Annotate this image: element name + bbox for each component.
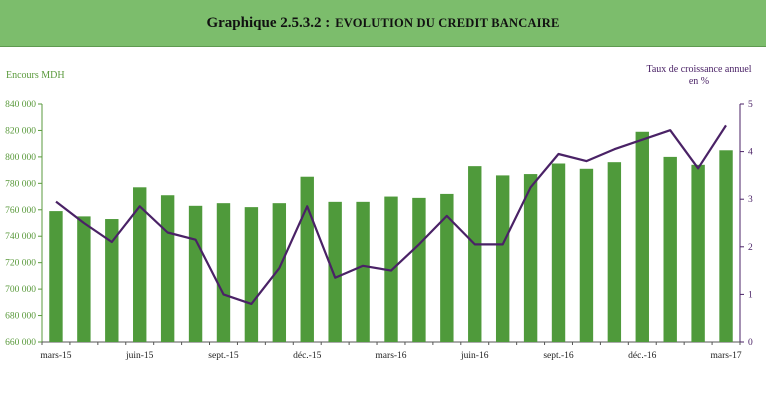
bar — [216, 203, 231, 342]
left-tick-label: 780 000 — [5, 179, 36, 189]
left-tick-label: 720 000 — [5, 259, 36, 269]
chart-title-prefix: Graphique 2.5.3.2 : — [206, 14, 331, 31]
bar — [579, 168, 594, 342]
right-tick-label: 2 — [748, 243, 753, 253]
bar — [133, 187, 147, 342]
bar — [495, 175, 510, 342]
x-tick-label: juin-15 — [125, 351, 154, 361]
x-tick-label: sept.-16 — [543, 351, 574, 361]
x-tick-label: déc.-15 — [293, 351, 321, 361]
left-tick-label: 740 000 — [5, 232, 36, 242]
bar — [356, 201, 370, 342]
bar — [328, 201, 342, 342]
right-tick-label: 3 — [748, 195, 753, 205]
bar — [412, 197, 426, 342]
right-axis-label: Taux de croissance annuel en % — [640, 64, 758, 88]
bar — [244, 207, 259, 342]
left-tick-label: 800 000 — [5, 153, 36, 163]
bar — [160, 195, 175, 342]
bar — [300, 176, 314, 342]
left-tick-label: 820 000 — [5, 126, 36, 136]
right-tick-label: 5 — [748, 100, 753, 110]
left-tick-label: 660 000 — [5, 338, 36, 348]
right-tick-label: 0 — [748, 338, 753, 348]
bar — [272, 203, 287, 342]
bar — [440, 193, 454, 342]
bar — [663, 156, 677, 342]
right-axis-label-line2: en % — [688, 76, 710, 87]
x-tick-label: juin-16 — [460, 351, 489, 361]
x-tick-label: mars-15 — [40, 351, 71, 361]
chart-title-main: EVOLUTION DU CREDIT BANCAIRE — [335, 15, 560, 30]
x-tick-label: déc.-16 — [628, 351, 656, 361]
bar — [607, 162, 622, 342]
x-tick-label: mars-16 — [375, 351, 406, 361]
x-tick-label: sept.-15 — [208, 351, 239, 361]
bar — [468, 166, 482, 342]
right-tick-label: 1 — [748, 290, 753, 300]
bar — [523, 174, 538, 342]
left-axis-label: Encours MDH — [6, 70, 65, 81]
right-tick-label: 4 — [748, 148, 753, 158]
left-tick-label: 840 000 — [5, 100, 36, 110]
left-tick-label: 700 000 — [5, 285, 36, 295]
left-tick-label: 680 000 — [5, 312, 36, 322]
bar — [49, 211, 63, 342]
growth-rate-line — [55, 124, 727, 305]
bar — [551, 163, 566, 342]
bar — [188, 205, 203, 342]
bar — [77, 216, 91, 342]
x-tick-label: mars-17 — [710, 351, 741, 361]
right-axis-label-line1: Taux de croissance annuel — [646, 64, 752, 75]
chart-title-banner: Graphique 2.5.3.2 : EVOLUTION DU CREDIT … — [0, 0, 766, 47]
bar — [691, 164, 705, 342]
left-tick-label: 760 000 — [5, 206, 36, 216]
bar — [719, 150, 733, 342]
bar — [635, 131, 649, 342]
bar — [105, 219, 119, 342]
